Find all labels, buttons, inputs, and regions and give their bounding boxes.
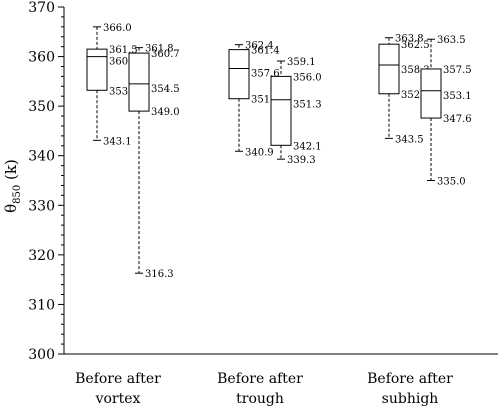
y-axis-title-unit: (k) — [2, 159, 20, 185]
label-q1: 349.0 — [151, 107, 180, 118]
y-tick-label: 340 — [28, 149, 55, 165]
label-median: 357.6 — [251, 68, 280, 79]
label-max: 361.8 — [145, 44, 174, 55]
box-iqr — [378, 43, 400, 95]
label-max: 366.0 — [103, 23, 132, 34]
label-q1: 353.2 — [109, 86, 138, 97]
y-tick-label: 310 — [28, 297, 55, 313]
label-q1: 352.5 — [401, 90, 430, 101]
label-q3: 362.5 — [401, 40, 430, 51]
label-q3: 357.5 — [443, 65, 472, 76]
label-q1: 342.1 — [293, 141, 322, 152]
label-median: 360.0 — [109, 57, 138, 68]
label-min: 335.0 — [437, 177, 466, 188]
label-min: 340.9 — [245, 147, 274, 158]
label-min: 339.3 — [287, 155, 316, 166]
label-q3: 356.0 — [293, 72, 322, 83]
label-q3: 361.5 — [109, 45, 138, 56]
category-label-line1: Before after — [367, 371, 453, 387]
label-q1: 351.5 — [251, 95, 280, 106]
box-iqr — [128, 52, 150, 112]
label-q3: 360.7 — [151, 49, 180, 60]
y-tick-label: 350 — [28, 99, 55, 115]
label-max: 362.4 — [245, 41, 274, 52]
y-tick-label: 320 — [28, 248, 55, 264]
category-label-line2: vortex — [95, 391, 141, 407]
box-iqr — [86, 48, 108, 91]
y-axis-title: θ850 (k) — [2, 159, 23, 213]
y-axis-title-subscript: 850 — [12, 185, 23, 204]
label-max: 363.5 — [437, 35, 466, 46]
y-tick-label: 370 — [28, 0, 55, 16]
category-label-line1: Before after — [75, 371, 161, 387]
label-q1: 347.6 — [443, 114, 472, 125]
label-q3: 361.4 — [251, 46, 280, 57]
y-tick-label: 330 — [28, 198, 55, 214]
label-max: 363.8 — [395, 34, 424, 45]
label-min: 316.3 — [145, 269, 174, 280]
label-median: 358.3 — [401, 65, 430, 76]
label-max: 359.1 — [287, 57, 316, 68]
y-tick-label: 360 — [28, 50, 55, 66]
y-tick-label: 300 — [28, 347, 55, 363]
label-median: 351.3 — [293, 100, 322, 111]
label-min: 343.1 — [103, 136, 132, 147]
label-median: 354.5 — [151, 84, 180, 95]
label-median: 353.1 — [443, 91, 472, 102]
svg-text:θ850 (k): θ850 (k) — [2, 159, 23, 213]
category-label-line2: subhigh — [382, 391, 439, 407]
box-iqr — [228, 49, 250, 100]
box-iqr — [270, 75, 292, 146]
category-label-line2: trough — [236, 391, 284, 407]
y-axis-title-base: θ — [2, 204, 20, 213]
label-min: 343.5 — [395, 134, 424, 145]
box-iqr — [420, 68, 442, 119]
category-label-line1: Before after — [217, 371, 303, 387]
